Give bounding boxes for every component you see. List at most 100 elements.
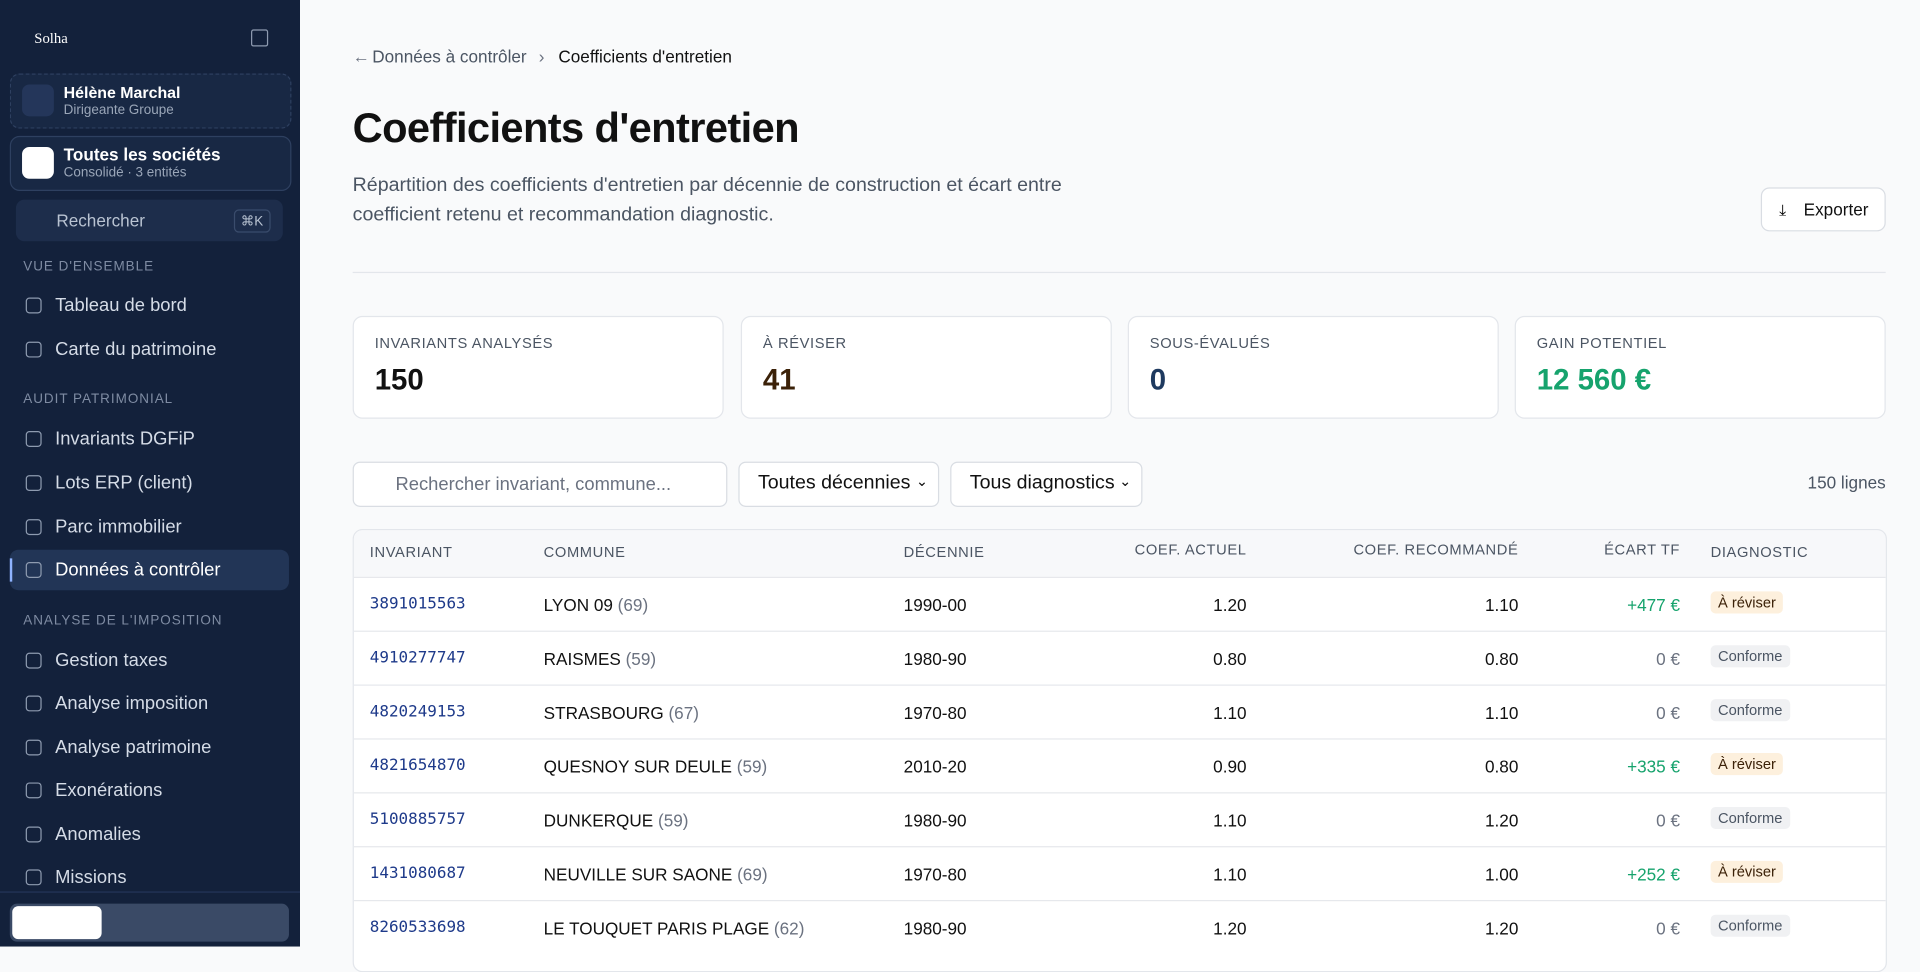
nav-label: Données à contrôler bbox=[55, 559, 221, 581]
breadcrumb-sep: › bbox=[538, 46, 545, 67]
column-header[interactable]: COMMUNE bbox=[543, 543, 626, 561]
coef-actuel: 1.20 bbox=[1213, 918, 1247, 938]
decade: 1980-90 bbox=[903, 918, 967, 938]
table-row[interactable]: 8260533698 LE TOUQUET PARIS PLAGE (62) 198… bbox=[353, 900, 1886, 955]
column-header[interactable]: COEF. RECOMMANDÉ bbox=[1353, 541, 1519, 559]
decade-select[interactable]: Toutes décennies ⌄ bbox=[738, 461, 940, 507]
ecart-tf: 0 € bbox=[1656, 702, 1680, 723]
nav-item[interactable]: Analyse imposition bbox=[10, 683, 289, 723]
stat-value: 41 bbox=[762, 363, 796, 397]
nav-icon bbox=[25, 431, 42, 447]
nav-icon bbox=[25, 826, 42, 843]
nav-section-title: VUE D'ENSEMBLE bbox=[23, 259, 155, 275]
nav-label: Gestion taxes bbox=[55, 650, 168, 672]
ecart-tf: 0 € bbox=[1656, 918, 1680, 938]
column-header[interactable]: ÉCART TF bbox=[1604, 541, 1680, 559]
nav-section-title: AUDIT PATRIMONIAL bbox=[23, 391, 174, 407]
department: (67) bbox=[668, 702, 699, 723]
nav-icon bbox=[25, 341, 42, 358]
stat-card: INVARIANTS ANALYSÉS 150 bbox=[352, 315, 724, 419]
diagnostic-badge: À réviser bbox=[1710, 753, 1784, 776]
commune: STRASBOURG (67) bbox=[544, 703, 699, 723]
nav-label: Invariants DGFiP bbox=[55, 428, 195, 450]
coef-actuel: 1.10 bbox=[1213, 702, 1247, 723]
stat-value: 12 560 € bbox=[1536, 363, 1652, 397]
invariant-id: 1431080687 bbox=[369, 864, 466, 883]
brand[interactable]: Solha bbox=[34, 29, 68, 47]
nav-icon bbox=[25, 475, 42, 492]
coef-recommande: 1.20 bbox=[1485, 918, 1519, 938]
collapse-button[interactable] bbox=[251, 29, 269, 47]
stat-label: SOUS-ÉVALUÉS bbox=[1149, 334, 1271, 352]
stat-label: INVARIANTS ANALYSÉS bbox=[374, 334, 554, 352]
ecart-tf: 0 € bbox=[1656, 648, 1680, 669]
coef-recommande: 1.20 bbox=[1485, 810, 1519, 831]
coef-actuel: 1.10 bbox=[1213, 810, 1247, 831]
table-row[interactable]: 3891015563 LYON 09 (69) 1990-00 1.20 1.10 +47… bbox=[353, 576, 1886, 632]
column-header[interactable]: INVARIANT bbox=[369, 543, 453, 561]
diagnostic-badge: Conforme bbox=[1710, 645, 1790, 668]
invariant-id: 4820249153 bbox=[369, 702, 466, 722]
nav-label: Parc immobilier bbox=[55, 516, 182, 538]
nav-item[interactable]: Invariants DGFiP bbox=[10, 419, 289, 459]
table-row[interactable]: 1431080687 NEUVILLE SUR SAONE (69) 1970-80… bbox=[353, 846, 1886, 901]
shortcut: ⌘K bbox=[233, 209, 271, 233]
nav-item[interactable]: Données à contrôler bbox=[9, 549, 289, 591]
commune-name: LYON 09 bbox=[543, 595, 613, 615]
org-switcher[interactable]: Toutes les sociétés Consolidé · 3 entité… bbox=[9, 135, 292, 192]
download-icon: ⤓ bbox=[1779, 200, 1787, 220]
coef-recommande: 1.00 bbox=[1485, 864, 1519, 885]
nav-item[interactable]: Missions bbox=[10, 857, 289, 897]
decade: 1980-90 bbox=[903, 648, 967, 669]
coef-actuel: 0.90 bbox=[1213, 756, 1247, 777]
table-search-placeholder: Rechercher invariant, commune... bbox=[395, 473, 672, 495]
table-row[interactable]: 4820249153 STRASBOURG (67) 1970-80 1.10 1.10… bbox=[353, 684, 1886, 739]
table-row[interactable]: 4910277747 RAISMES (59) 1980-90 0.80 0.80 0 €… bbox=[353, 630, 1886, 686]
theme-light[interactable] bbox=[12, 906, 102, 940]
org-name: Toutes les sociétés bbox=[63, 144, 221, 165]
page-description: Répartition des coefficients d'entretien… bbox=[352, 175, 1062, 226]
column-header[interactable]: DIAGNOSTIC bbox=[1710, 543, 1809, 561]
diagnostic-select[interactable]: Tous diagnostics ⌄ bbox=[950, 461, 1143, 507]
stat-card: SOUS-ÉVALUÉS 0 bbox=[1127, 315, 1499, 419]
nav-section-title: ANALYSE DE L'IMPOSITION bbox=[23, 613, 223, 629]
user-switcher[interactable]: Hélène Marchal Dirigeante Groupe bbox=[9, 73, 292, 129]
nav-item[interactable]: Anomalies bbox=[10, 814, 289, 854]
nav-icon bbox=[25, 519, 42, 536]
org-sub: Consolidé · 3 entités bbox=[63, 165, 187, 180]
stat-label: GAIN POTENTIEL bbox=[1536, 334, 1667, 352]
ecart-tf: +252 € bbox=[1627, 864, 1680, 885]
nav-item[interactable]: Analyse patrimoine bbox=[10, 727, 289, 767]
ecart-tf: +335 € bbox=[1627, 756, 1680, 777]
commune: QUESNOY SUR DEULE (59) bbox=[544, 757, 768, 777]
commune-name: QUESNOY SUR DEULE bbox=[543, 756, 732, 777]
invariant-id: 4821654870 bbox=[369, 756, 466, 776]
table-row[interactable]: 5100885757 DUNKERQUE (59) 1980-90 1.10 1.20 0… bbox=[353, 792, 1886, 847]
department: (69) bbox=[737, 864, 768, 885]
sidebar-search[interactable]: Rechercher ⌘K bbox=[15, 199, 283, 242]
diagnostic-value: Tous diagnostics bbox=[969, 472, 1115, 494]
nav-icon bbox=[25, 297, 42, 314]
stat-card: À RÉVISER 41 bbox=[740, 315, 1112, 419]
department: (59) bbox=[657, 810, 689, 831]
table-row[interactable]: 4821654870 QUESNOY SUR DEULE (59) 2010-20 0… bbox=[353, 738, 1886, 793]
export-button[interactable]: Exporter ⤓ bbox=[1760, 187, 1886, 232]
nav-item[interactable]: Exonérations bbox=[10, 770, 289, 810]
user-icon bbox=[22, 84, 54, 117]
coef-recommande: 1.10 bbox=[1485, 702, 1519, 723]
org-icon bbox=[22, 146, 54, 179]
nav-item[interactable]: Tableau de bord bbox=[10, 285, 289, 325]
column-header[interactable]: DÉCENNIE bbox=[903, 543, 985, 561]
column-header[interactable]: COEF. ACTUEL bbox=[1134, 541, 1247, 559]
nav-item[interactable]: Lots ERP (client) bbox=[10, 463, 289, 503]
diagnostic-badge: Conforme bbox=[1710, 806, 1790, 829]
nav-item[interactable]: Gestion taxes bbox=[10, 640, 289, 680]
department: (62) bbox=[773, 918, 805, 938]
table-search[interactable]: Rechercher invariant, commune... bbox=[352, 461, 728, 507]
breadcrumb-back[interactable]: Données à contrôler bbox=[372, 46, 527, 67]
nav-item[interactable]: Parc immobilier bbox=[10, 507, 289, 547]
commune-name: LE TOUQUET PARIS PLAGE bbox=[543, 918, 770, 938]
nav-icon bbox=[25, 562, 42, 578]
nav-item[interactable]: Carte du patrimoine bbox=[10, 329, 289, 369]
diagnostic-badge: À réviser bbox=[1710, 860, 1784, 883]
